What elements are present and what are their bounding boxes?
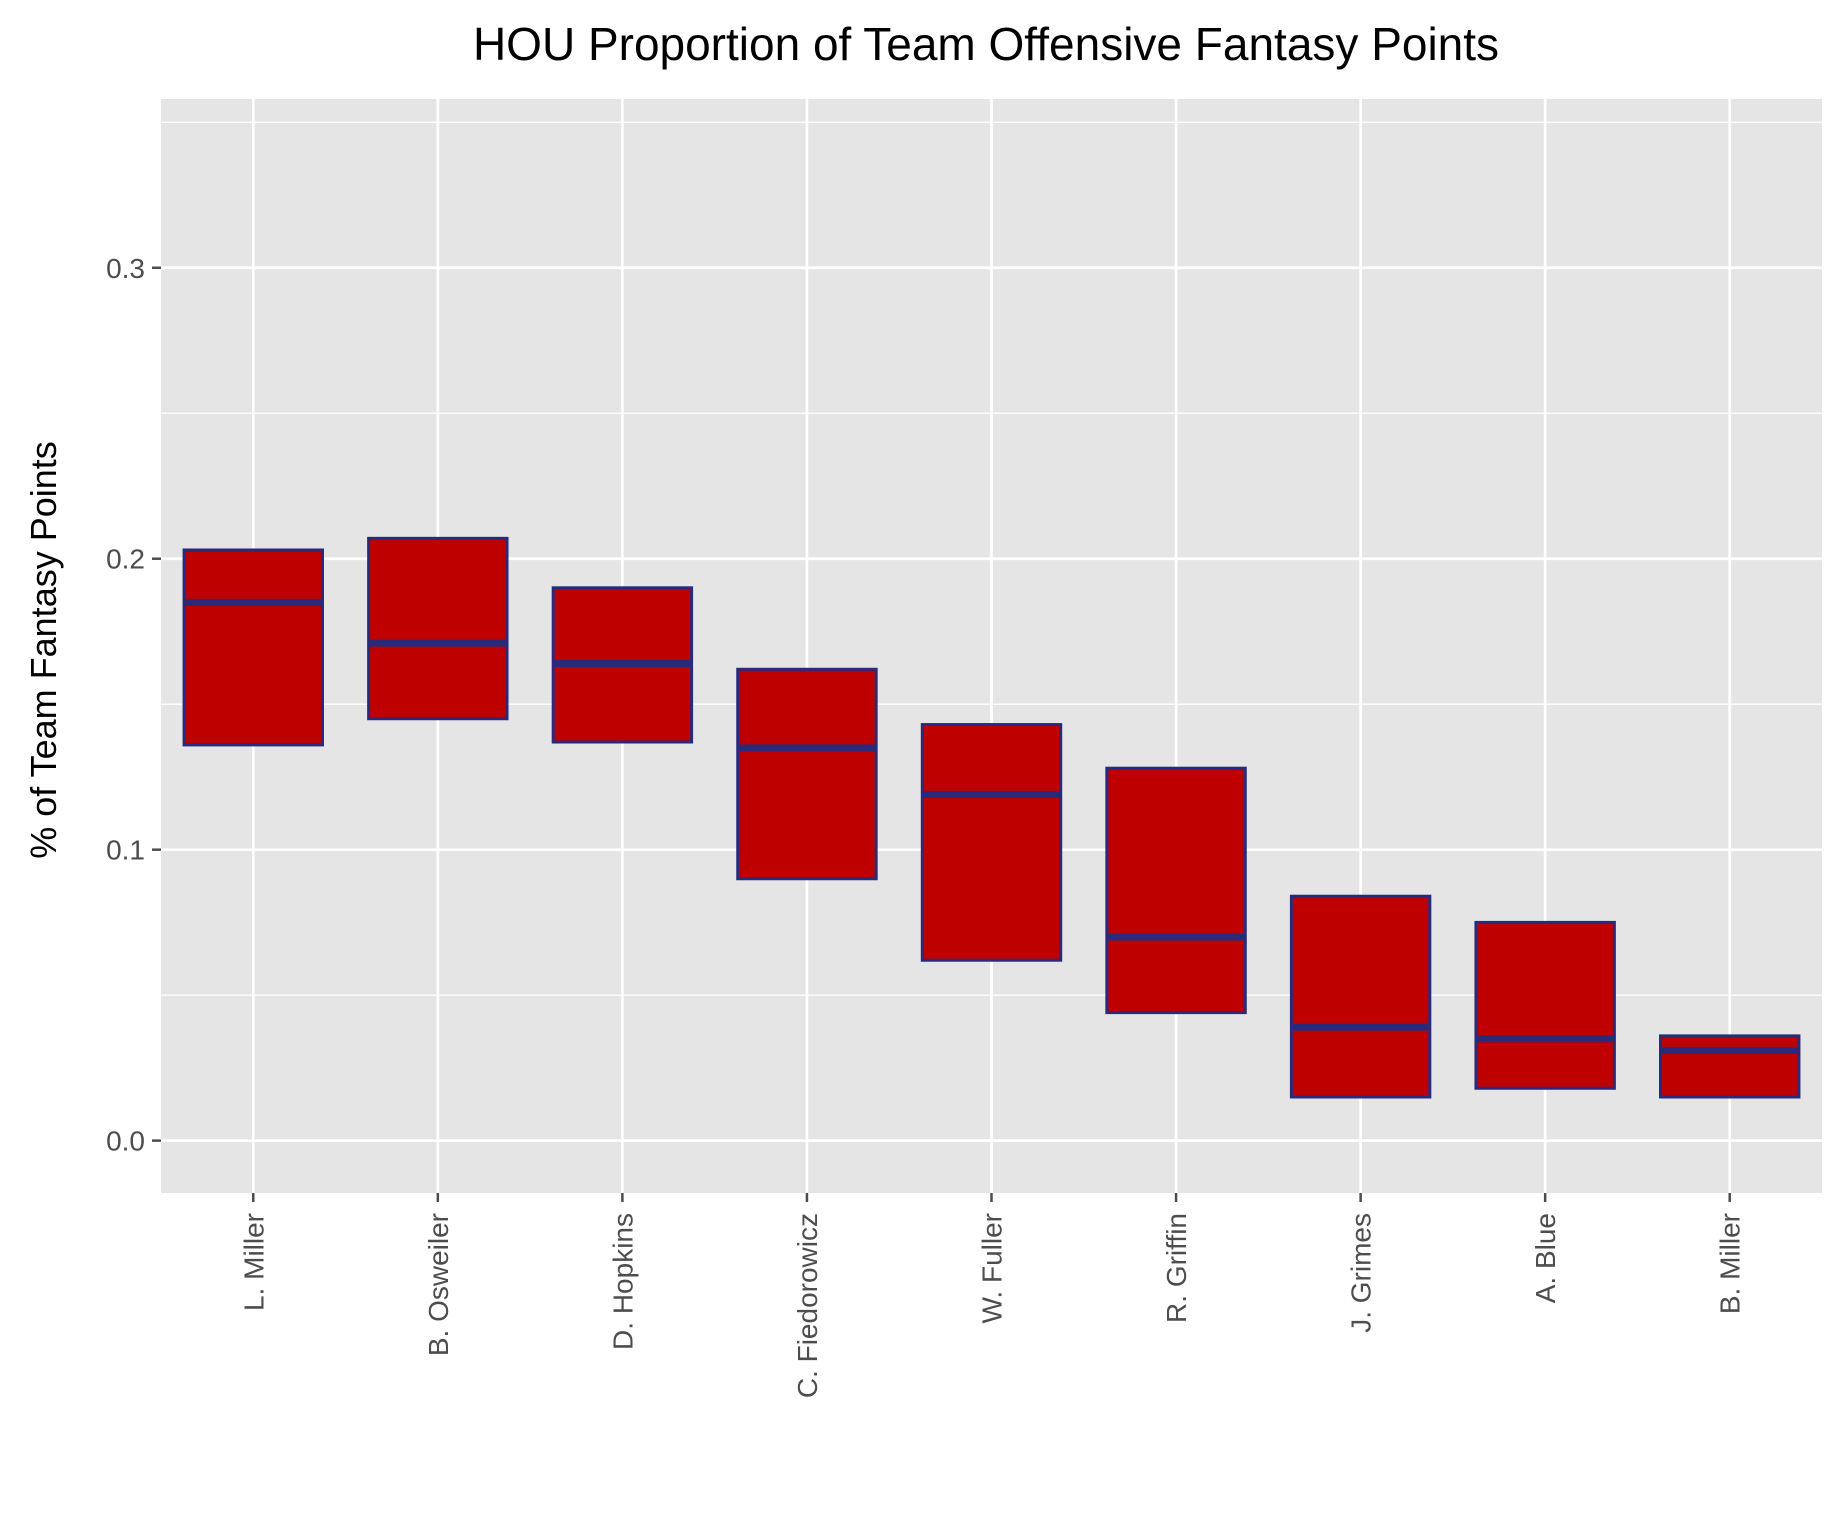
chart-title: HOU Proportion of Team Offensive Fantasy… [473,18,1499,70]
x-tick-label: L. Miller [238,1213,269,1311]
box-8 [1659,1034,1801,1099]
box-3 [736,667,878,881]
y-tick-label: 0.3 [106,253,145,284]
x-tick-label: B. Osweiler [423,1213,454,1356]
y-axis-label: % of Team Fantasy Points [23,441,64,859]
plot-area: 0.0 0.1 0.2 0.3 L. Miller B. Osweiler D. Hopki… [106,99,1822,1398]
box-4 [920,723,1063,962]
box-0 [182,548,324,747]
y-tick-label: 0.1 [106,835,145,866]
x-tick-label: W. Fuller [977,1213,1008,1323]
box-7 [1474,920,1616,1090]
y-tick-label: 0.0 [106,1126,145,1157]
x-tick-label: A. Blue [1530,1213,1561,1303]
x-tick-label: C. Fiedorowicz [792,1213,823,1398]
box-5 [1105,766,1247,1015]
x-tick-label: D. Hopkins [607,1213,638,1350]
box-6 [1289,894,1432,1099]
x-tick-label: B. Miller [1715,1213,1746,1314]
x-tick-label: R. Griffin [1161,1213,1192,1323]
y-tick-label: 0.2 [106,544,145,575]
box-1 [367,536,509,721]
x-tick-label: J. Grimes [1346,1213,1377,1333]
